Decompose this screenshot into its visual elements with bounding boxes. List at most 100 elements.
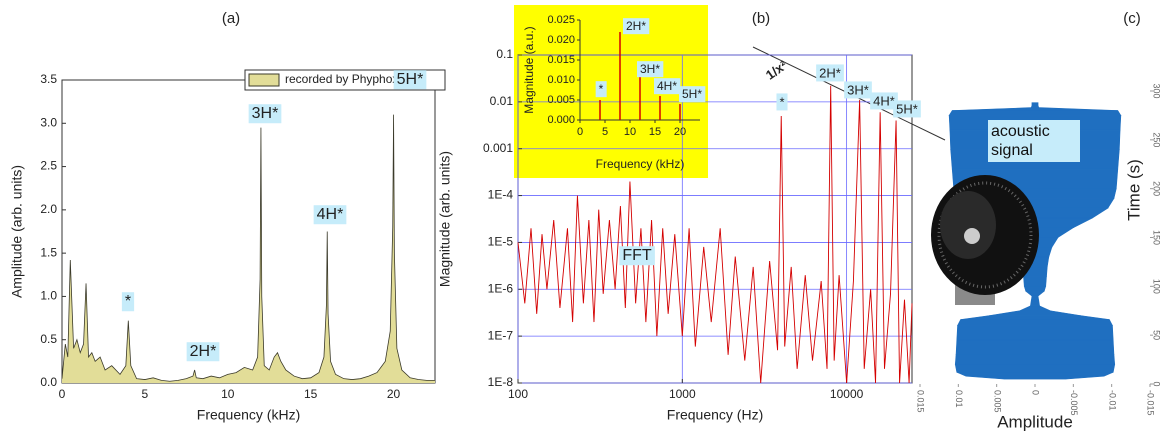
signal-envelope: [955, 339, 1115, 356]
annotation: 5H*: [682, 87, 702, 101]
annotation-box: [595, 81, 607, 98]
y-tick-label: 0.000: [547, 114, 575, 126]
y-tick-label: 200: [1152, 181, 1160, 196]
annotation-box: [653, 78, 681, 95]
spectrum-line: [61, 114, 435, 382]
x-tick-label: -0.005: [1069, 390, 1079, 416]
y-tick-label: 100: [1152, 279, 1160, 294]
panel-label: (b): [752, 10, 770, 27]
signal-envelope: [952, 107, 1118, 111]
legend-swatch: [248, 73, 280, 87]
annotation: 5H*: [397, 71, 424, 88]
x-tick-label: 0: [59, 387, 66, 401]
signal-envelope: [1031, 102, 1039, 106]
y-tick-label: 50: [1152, 330, 1160, 340]
y-tick-label: 0.0: [40, 375, 57, 389]
y-tick-label: 1E-8: [488, 375, 514, 389]
signal-envelope: [1024, 290, 1046, 297]
annotation: *: [125, 293, 131, 310]
panel-label: (c): [1123, 10, 1141, 27]
signal-envelope: [988, 310, 1082, 316]
y-tick-label: 1E-7: [488, 328, 514, 342]
y-tick-label: 2.0: [40, 202, 57, 216]
annotation-box: [313, 205, 347, 225]
device-cone: [940, 191, 996, 259]
x-tick-label: 0.015: [916, 390, 926, 413]
signal-envelope: [957, 319, 1113, 326]
signal-envelope: [965, 375, 1105, 380]
annotation: 1/x²: [763, 57, 791, 83]
y-tick-label: 0.010: [547, 74, 575, 86]
panel-label: (a): [222, 10, 240, 27]
x-tick-label: 5: [142, 387, 149, 401]
area-fill: [62, 114, 435, 383]
annotation: 3H*: [640, 62, 660, 76]
y-axis-label: Magnitude (arb. units): [437, 151, 453, 287]
x-tick-label: -0.01: [1107, 390, 1117, 411]
annotation-box: [622, 18, 650, 35]
device-hub: [964, 228, 980, 244]
signal-envelope: [1023, 286, 1047, 292]
y-tick-label: 250: [1152, 132, 1160, 147]
y-tick-label: 0.020: [547, 34, 575, 46]
x-tick-label: 100: [508, 387, 528, 401]
x-axis-label: Frequency (kHz): [596, 157, 685, 171]
y-tick-label: 0.1: [496, 47, 513, 61]
annotation-box: [678, 86, 706, 103]
y-tick-label: 0.005: [547, 94, 575, 106]
annotation: FFT: [622, 247, 652, 264]
annotation-box: [893, 100, 921, 118]
annotation-box: [186, 342, 220, 362]
x-axis-label: Frequency (Hz): [667, 407, 763, 423]
y-tick-label: 2.5: [40, 159, 57, 173]
annotation: 4H*: [317, 206, 344, 223]
annotation: 4H*: [873, 93, 895, 108]
annotation-box: [121, 292, 135, 312]
signal-envelope: [1023, 276, 1047, 287]
signal-envelope: [954, 364, 1116, 373]
annotation: 4H*: [657, 79, 677, 93]
y-tick-label: 1.0: [40, 289, 57, 303]
y-tick-label: 3.0: [40, 115, 57, 129]
fft-line: [517, 85, 913, 384]
y-axis-label: Magnitude (a.u.): [522, 26, 536, 113]
y-tick-label: 1E-5: [488, 235, 514, 249]
x-tick-label: 10: [624, 126, 636, 138]
y-tick-label: 0.01: [490, 94, 514, 108]
x-tick-label: 10: [221, 387, 235, 401]
signal-envelope: [1030, 300, 1040, 307]
x-tick-label: 0: [1031, 390, 1041, 395]
x-tick-label: 5: [602, 126, 608, 138]
y-axis-label: Time (s): [1124, 159, 1143, 221]
y-tick-label: 0.5: [40, 332, 57, 346]
annotation-box: [844, 81, 872, 99]
annotation-box: [636, 61, 664, 78]
annotation: 2H*: [626, 19, 646, 33]
annotation: 3H*: [847, 82, 869, 97]
x-axis-label: Frequency (kHz): [197, 407, 300, 423]
annotation-box: [619, 246, 655, 266]
device-photo: [931, 175, 1039, 305]
annotation: 3H*: [252, 105, 279, 122]
y-tick-label: 1E-4: [488, 188, 514, 202]
annotation: *: [599, 82, 604, 96]
y-tick-label: 0.015: [547, 54, 575, 66]
annotation: 2H*: [819, 65, 841, 80]
x-tick-label: 0: [577, 126, 583, 138]
y-tick-label: 1.5: [40, 245, 57, 259]
annotation-box: [870, 92, 898, 110]
signal-envelope: [956, 325, 1114, 341]
y-tick-label: 300: [1152, 83, 1160, 98]
annotation-box: [248, 104, 282, 124]
annotation-box: [776, 93, 788, 111]
signal-envelope: [948, 110, 1122, 116]
annotation: *: [779, 94, 784, 109]
x-tick-label: 0.01: [954, 390, 964, 408]
device-scale: [937, 181, 1033, 289]
annotation-box: [816, 64, 844, 82]
signal-envelope: [1030, 295, 1040, 302]
plot-frame: [61, 79, 436, 384]
x-tick-label: -0.015: [1146, 390, 1156, 416]
